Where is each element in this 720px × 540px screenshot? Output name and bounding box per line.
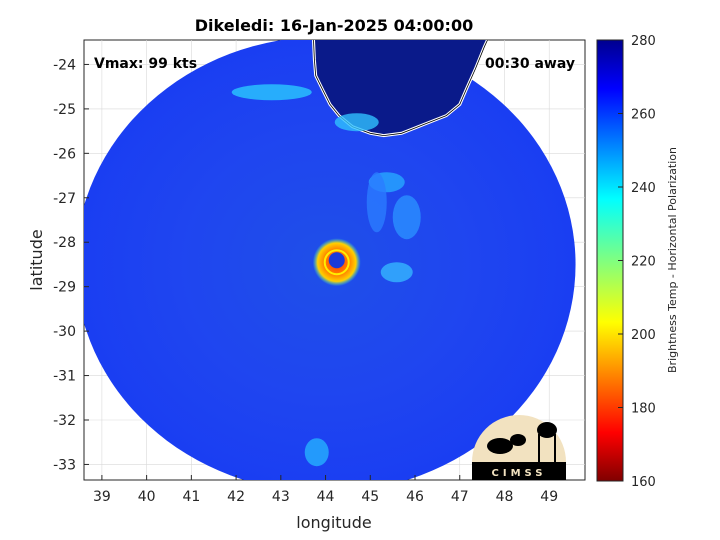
brightness-temperature-field <box>84 40 585 480</box>
x-axis-label: longitude <box>296 513 371 532</box>
chart-title: Dikeledi: 16-Jan-2025 04:00:00 <box>195 16 473 35</box>
y-tick-label: -25 <box>53 102 76 118</box>
land-mass-madagascar <box>313 40 585 136</box>
x-tick-labels: 39 40 41 42 43 44 45 46 47 48 49 <box>93 475 558 505</box>
coastline-edge <box>313 40 488 137</box>
y-tick-label: -24 <box>53 57 76 73</box>
colorbar-ticks: 160 180 200 220 240 260 280 <box>618 34 656 490</box>
colorbar: 160 180 200 220 240 260 280 Brightness Temp - … <box>596 34 679 490</box>
rain-band <box>304 438 329 467</box>
storm-eye <box>328 252 345 269</box>
rain-band <box>366 172 387 233</box>
x-tick-label: 41 <box>182 489 200 505</box>
x-tick-label: 49 <box>540 489 558 505</box>
colorbar-tick-label: 260 <box>631 108 656 123</box>
time-offset-annotation: 00:30 away <box>485 56 575 72</box>
colorbar-tick-label: 240 <box>631 181 656 196</box>
rain-bands <box>231 84 421 467</box>
x-tick-label: 46 <box>406 489 424 505</box>
y-tick-label: -27 <box>53 191 76 207</box>
x-tick-label: 47 <box>451 489 469 505</box>
x-tick-label: 40 <box>138 489 156 505</box>
colorbar-tick-label: 280 <box>631 34 656 49</box>
rain-band <box>380 262 413 283</box>
eyewall-ring <box>323 249 350 276</box>
colorbar-tick-label: 220 <box>631 255 656 270</box>
svg-text:CIMSS: CIMSS <box>492 468 547 479</box>
y-tick-label: -31 <box>53 369 76 385</box>
x-tick-label: 42 <box>227 489 245 505</box>
y-axis-label: latitude <box>27 229 46 290</box>
y-tick-label: -29 <box>53 280 76 296</box>
rain-band <box>334 113 379 132</box>
x-tick-label: 44 <box>317 489 335 505</box>
rain-band <box>231 84 312 101</box>
x-tick-label: 45 <box>361 489 379 505</box>
y-tick-label: -26 <box>53 146 76 162</box>
colorbar-tick-label: 160 <box>631 475 656 490</box>
x-tick-label: 43 <box>272 489 290 505</box>
colorbar-tick-label: 200 <box>631 328 656 343</box>
vmax-annotation: Vmax: 99 kts <box>94 56 197 72</box>
x-tick-label: 39 <box>93 489 111 505</box>
cimss-logo: CIMSS <box>472 415 566 480</box>
x-tick-label: 48 <box>496 489 514 505</box>
y-tick-label: -30 <box>53 324 76 340</box>
y-tick-labels: -24 -25 -26 -27 -28 -29 -30 -31 -32 -33 <box>53 57 89 473</box>
colorbar-label: Brightness Temp - Horizontal Polarizatio… <box>666 147 679 373</box>
y-tick-label: -33 <box>53 457 76 473</box>
y-tick-label: -32 <box>53 413 76 429</box>
colorbar-tick-label: 180 <box>631 402 656 417</box>
rain-band <box>392 195 421 240</box>
y-tick-label: -28 <box>53 235 76 251</box>
